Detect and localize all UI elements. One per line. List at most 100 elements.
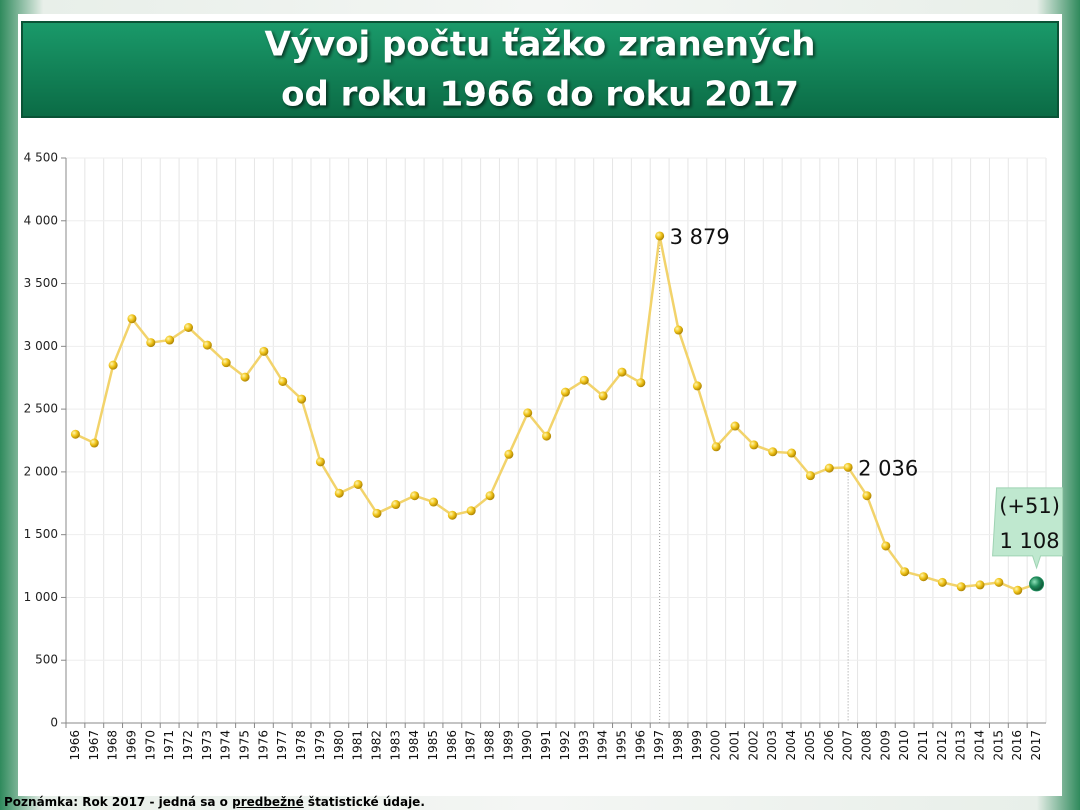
title-banner	[21, 21, 1059, 118]
x-tick-label: 1982	[369, 730, 383, 761]
x-tick-label: 1973	[200, 730, 214, 761]
y-tick-label: 0	[50, 716, 58, 730]
x-tick-label: 2001	[728, 730, 742, 761]
data-point	[975, 580, 985, 590]
x-tick-label: 1985	[426, 730, 440, 761]
x-tick-label: 1981	[351, 730, 365, 761]
data-line	[74, 235, 1037, 592]
panel	[18, 14, 1062, 796]
x-tick-label: 2015	[991, 730, 1005, 761]
data-point	[560, 387, 570, 397]
x-tick-label: 2005	[803, 730, 817, 761]
data-point	[504, 449, 514, 459]
y-tick-label: 2 000	[24, 464, 58, 478]
y-tick-label: 4 500	[24, 151, 58, 165]
data-point	[165, 335, 175, 345]
x-tick-label: 1994	[596, 730, 610, 761]
x-tick-label: 1996	[633, 730, 647, 761]
data-point	[202, 340, 212, 350]
data-label: 3 879	[670, 225, 730, 249]
x-tick-label: 1995	[614, 730, 628, 761]
x-tick-label: 2009	[878, 730, 892, 761]
data-point	[259, 346, 269, 356]
x-tick-label: 1967	[87, 730, 101, 761]
x-tick-label: 1975	[238, 730, 252, 761]
y-tick-label: 3 000	[24, 339, 58, 353]
data-point	[221, 358, 231, 368]
x-tick-label: 2017	[1029, 730, 1043, 761]
data-point	[127, 314, 137, 324]
y-tick-label: 3 500	[24, 276, 58, 290]
data-point	[900, 567, 910, 577]
data-point	[805, 471, 815, 481]
x-tick-label: 1968	[106, 730, 120, 761]
x-tick-label: 2016	[1010, 730, 1024, 761]
x-tick-label: 1992	[558, 730, 572, 761]
data-point	[447, 510, 457, 520]
data-point	[429, 497, 438, 507]
x-tick-label: 1976	[256, 730, 270, 761]
data-label: 1 108	[1000, 529, 1060, 553]
data-point	[994, 577, 1004, 587]
data-point	[542, 431, 552, 441]
change-label: (+51)	[999, 494, 1060, 518]
data-point	[730, 421, 740, 431]
data-point	[466, 506, 476, 516]
x-tick-label: 1993	[577, 730, 591, 761]
data-point	[184, 323, 193, 332]
data-label: 2 036	[858, 456, 918, 480]
x-tick-label: 2010	[897, 730, 911, 761]
x-tick-label: 2003	[765, 730, 779, 761]
x-tick-label: 1984	[407, 730, 421, 761]
x-tick-label: 1983	[388, 730, 402, 761]
data-point	[862, 491, 872, 501]
x-tick-label: 2004	[784, 730, 798, 761]
data-point	[787, 448, 797, 458]
y-tick-label: 1 000	[24, 590, 58, 604]
data-point	[617, 367, 627, 377]
data-point	[315, 457, 325, 467]
x-tick-label: 2008	[859, 730, 873, 761]
x-tick-label: 2007	[841, 730, 855, 761]
x-tick-label: 1971	[162, 730, 176, 761]
callout	[992, 487, 1064, 570]
note-text: štatistické údaje.	[303, 795, 425, 809]
y-tick-label: 1 500	[24, 527, 58, 541]
x-tick-label: 1986	[445, 730, 459, 761]
x-tick-label: 2013	[954, 730, 968, 761]
data-point	[146, 338, 156, 348]
data-point	[749, 440, 759, 450]
data-point	[372, 508, 382, 518]
x-tick-label: 1997	[652, 730, 666, 761]
x-tick-label: 2002	[746, 730, 760, 761]
data-point	[692, 381, 702, 391]
x-tick-label: 1969	[124, 730, 138, 761]
data-point	[278, 376, 288, 386]
x-tick-label: 1990	[520, 730, 534, 761]
data-point	[523, 408, 533, 418]
data-point	[410, 491, 420, 501]
data-point	[768, 447, 778, 457]
y-tick-label: 4 000	[24, 213, 58, 227]
x-tick-label: 2006	[822, 730, 836, 761]
data-point	[655, 231, 665, 241]
data-point	[881, 541, 891, 551]
data-point	[70, 429, 80, 439]
y-tick-label: 500	[35, 653, 58, 667]
x-tick-label: 1974	[219, 730, 233, 761]
x-tick-label: 1989	[501, 730, 515, 761]
data-point	[89, 438, 99, 448]
data-point	[1013, 585, 1023, 595]
x-tick-label: 1980	[332, 730, 346, 761]
data-point	[353, 479, 363, 489]
data-point	[334, 488, 344, 498]
x-tick-label: 2014	[973, 730, 987, 761]
x-tick-label: 1987	[464, 730, 478, 761]
data-point	[937, 577, 947, 587]
x-tick-label: 1979	[313, 730, 327, 761]
x-tick-label: 1988	[483, 730, 497, 761]
data-point	[956, 582, 966, 592]
data-point	[297, 394, 307, 404]
